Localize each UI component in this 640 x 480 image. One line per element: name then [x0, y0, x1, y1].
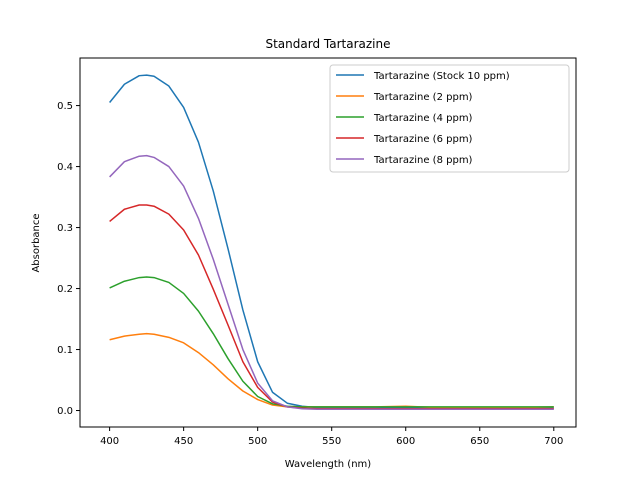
legend-box	[329, 64, 570, 173]
axes-frame	[79, 57, 577, 428]
y-tick-label: 0.5	[57, 101, 73, 112]
y-tick-label: 0.3	[57, 223, 73, 234]
x-tick-label: 700	[544, 436, 563, 447]
legend: Tartarazine (Stock 10 ppm) Tartarazine (2…	[329, 64, 570, 173]
y-tick-label: 0.0	[57, 406, 73, 417]
x-tick-label: 450	[174, 436, 193, 447]
legend-label-1: Tartarazine (Stock 10 ppm)	[373, 71, 510, 82]
x-tick-label: 600	[396, 436, 415, 447]
y-axis: 0.0 0.1 0.2 0.3 0.4 0.5	[57, 101, 80, 417]
series-line-3	[109, 276, 554, 408]
legend-label-3: Tartarazine (4 ppm)	[373, 113, 473, 124]
y-axis-label: Absorbance	[31, 213, 42, 272]
x-tick-label: 550	[322, 436, 341, 447]
legend-label-4: Tartarazine (6 ppm)	[373, 134, 473, 145]
y-tick-label: 0.2	[57, 284, 73, 295]
legend-label-5: Tartarazine (8 ppm)	[373, 155, 473, 166]
x-tick-label: 400	[100, 436, 119, 447]
y-tick-label: 0.1	[57, 345, 73, 356]
y-tick-label: 0.4	[57, 162, 73, 173]
x-axis: 400 450 500 550 600 650 700	[100, 427, 563, 447]
legend-label-2: Tartarazine (2 ppm)	[373, 92, 473, 103]
series-line-5	[109, 154, 554, 411]
x-axis-label: Wavelength (nm)	[285, 459, 371, 470]
chart-title: Standard Tartarazine	[265, 37, 390, 51]
plot-area	[109, 74, 554, 411]
x-tick-label: 500	[248, 436, 267, 447]
x-tick-label: 650	[470, 436, 489, 447]
